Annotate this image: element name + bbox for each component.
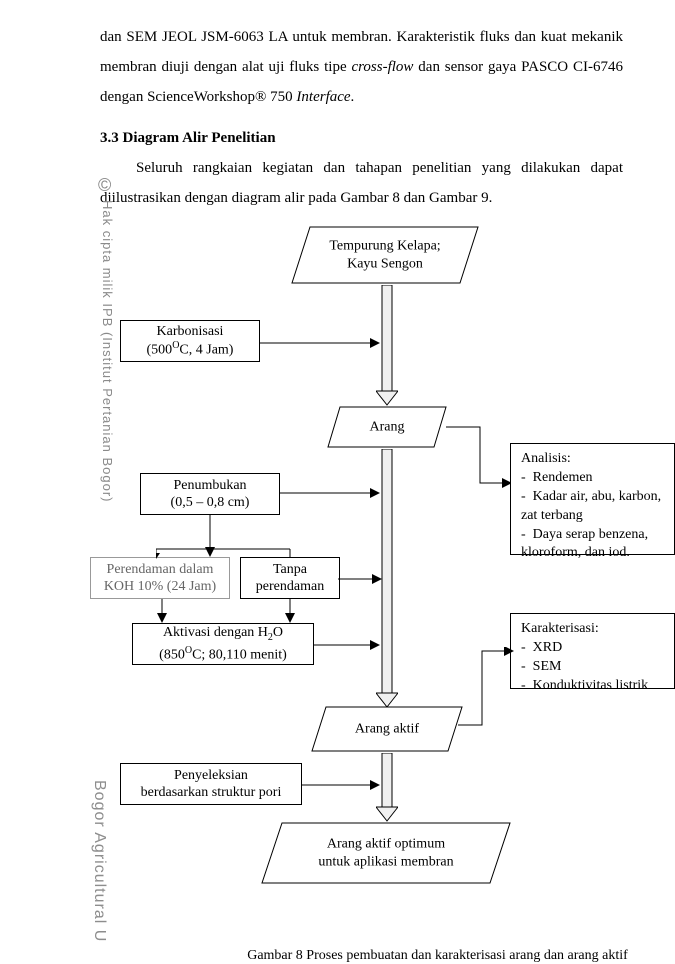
- arrow-karb: [260, 337, 380, 349]
- flow-start-label: Tempurung Kelapa;Kayu Sengon: [290, 238, 480, 273]
- arrow-arang-analisis: [446, 423, 512, 493]
- figure-caption: Gambar 8 Proses pembuatan dan karakteris…: [100, 948, 675, 964]
- arrow-tanpa-right: [338, 573, 382, 585]
- analisis-item-2: - Daya serap benzena, kloroform, dan iod…: [521, 526, 664, 564]
- aktivasi-box: Aktivasi dengan H2O (850OC; 80,110 menit…: [132, 623, 314, 665]
- intro-paragraph: dan SEM JEOL JSM-6063 LA untuk membran. …: [100, 22, 623, 112]
- arrow-akt-right: [314, 639, 380, 651]
- penyeleksian-label: Penyeleksianberdasarkan struktur pori: [141, 767, 282, 802]
- arang-aktif-label: Arang aktif: [310, 720, 464, 738]
- karb-l2a: (500: [147, 343, 173, 358]
- analisis-item-1: - Kadar air, abu, karbon, zat terbang: [521, 488, 664, 526]
- penyeleksian-box: Penyeleksianberdasarkan struktur pori: [120, 763, 302, 805]
- kar-item-2: - Konduktivitas listrik: [521, 677, 664, 696]
- document-page: © Hak cipta milik IPB (Institut Pertania…: [0, 0, 675, 964]
- arrow-peny-right: [302, 779, 380, 791]
- arang-aktif-box: Arang aktif: [310, 705, 464, 753]
- arrow-penumb-right: [280, 487, 380, 499]
- kar-item-0: - XRD: [521, 639, 664, 658]
- arrow-tanpa-down: [284, 599, 296, 623]
- akt-sup: O: [185, 645, 192, 656]
- split-line: [156, 541, 296, 559]
- karb-l2b: C, 4 Jam): [179, 343, 233, 358]
- arang-label: Arang: [326, 418, 448, 436]
- p1-c: .: [351, 89, 355, 105]
- p1-it1: cross-flow: [351, 59, 413, 75]
- tanpa-box: Tanpaperendaman: [240, 557, 340, 599]
- section-body: Seluruh rangkaian kegiatan dan tahapan p…: [100, 153, 623, 213]
- tanpa-label: Tanpaperendaman: [256, 561, 324, 596]
- perendaman-label: Perendaman dalamKOH 10% (24 Jam): [104, 561, 216, 596]
- karakterisasi-title: Karakterisasi:: [521, 620, 664, 639]
- optimum-label: Arang aktif optimumuntuk aplikasi membra…: [260, 836, 512, 871]
- kar-item-1: - SEM: [521, 658, 664, 677]
- flow-start: Tempurung Kelapa;Kayu Sengon: [290, 225, 480, 285]
- optimum-box: Arang aktif optimumuntuk aplikasi membra…: [260, 821, 512, 885]
- akt-l1b: O: [273, 625, 283, 640]
- section-heading: 3.3 Diagram Alir Penelitian: [100, 130, 623, 147]
- arrow-aa-kar: [458, 647, 514, 731]
- copyright-mark: ©: [98, 175, 111, 196]
- perendaman-box: Perendaman dalamKOH 10% (24 Jam): [90, 557, 230, 599]
- akt-l1a: Aktivasi dengan H: [163, 625, 268, 640]
- penumbukan-box: Penumbukan(0,5 – 0,8 cm): [140, 473, 280, 515]
- karakterisasi-box: Karakterisasi: - XRD - SEM - Konduktivit…: [510, 613, 675, 689]
- karbonisasi-box: Karbonisasi (500OC, 4 Jam): [120, 320, 260, 362]
- akt-l2a: (850: [159, 647, 185, 662]
- analisis-title: Analisis:: [521, 450, 664, 469]
- analisis-item-0: - Rendemen: [521, 469, 664, 488]
- p1-it2: Interface: [296, 89, 350, 105]
- arang-box: Arang: [326, 405, 448, 449]
- flowchart: Tempurung Kelapa;Kayu Sengon Karbonisasi…: [100, 225, 625, 905]
- penumbukan-label: Penumbukan(0,5 – 0,8 cm): [171, 477, 250, 512]
- analisis-box: Analisis: - Rendemen - Kadar air, abu, k…: [510, 443, 675, 555]
- arrow-per-down: [156, 599, 168, 623]
- akt-l2b: C; 80,110 menit): [192, 647, 287, 662]
- karb-l1: Karbonisasi: [157, 324, 224, 339]
